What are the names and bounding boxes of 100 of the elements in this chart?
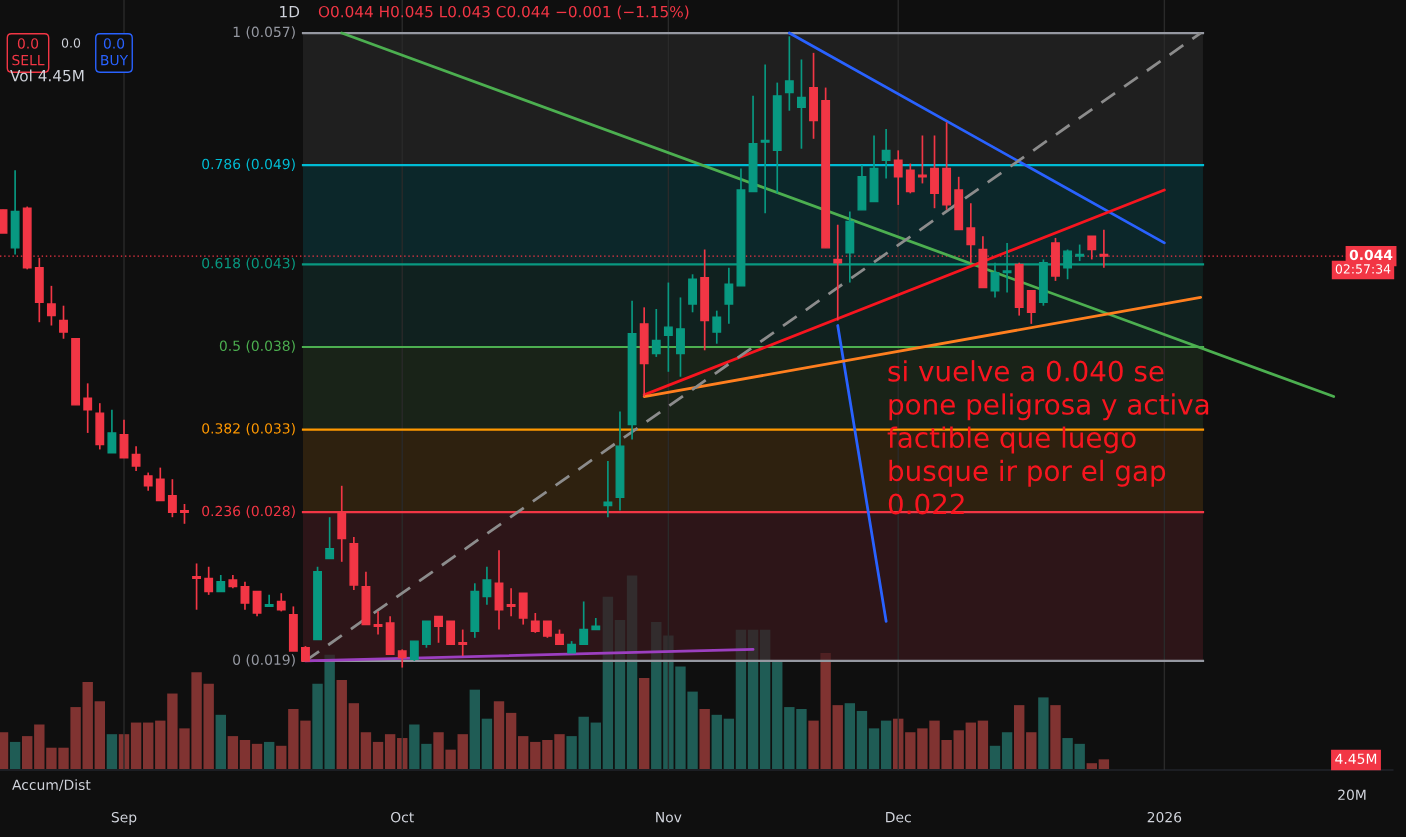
- ref-line-label: 0 (0.019): [233, 654, 295, 667]
- candlestick: [167, 478, 177, 519]
- ref-line-label: 0.236 (0.028): [202, 505, 295, 518]
- bar: [1013, 705, 1025, 769]
- candlestick: [1075, 243, 1085, 262]
- candlestick: [833, 223, 843, 322]
- candlestick: [458, 628, 468, 657]
- chart-title: 1D: [280, 6, 300, 18]
- ref-line-label: 0.5 (0.038): [219, 340, 295, 353]
- bar: [336, 679, 347, 769]
- candlestick: [325, 516, 335, 560]
- bar: [1026, 732, 1037, 769]
- bar: [965, 722, 977, 769]
- bar: [227, 736, 239, 769]
- bar: [1086, 763, 1097, 769]
- text: Accum/Dist: [12, 779, 91, 792]
- bar: [856, 710, 868, 769]
- annotation: si vuelve a 0.040 se pone peligrosa y activa factible que luego busque ir por el gap 0.022: [887, 360, 1209, 515]
- candlestick: [530, 612, 540, 634]
- candlestick: [603, 460, 613, 519]
- bar: [493, 701, 505, 769]
- bar: [505, 712, 517, 769]
- bar: [481, 718, 493, 769]
- bar: [215, 714, 226, 769]
- ref-line-label: 1 (0.057): [233, 26, 295, 39]
- candlestick: [409, 640, 419, 662]
- text: 20M: [1338, 789, 1366, 801]
- bar: [142, 722, 154, 769]
- bar: [953, 730, 964, 769]
- bar: [868, 728, 880, 769]
- bar: [263, 741, 275, 769]
- bar: [1098, 759, 1110, 769]
- bar: [155, 720, 166, 769]
- candlestick: [421, 620, 431, 649]
- candlestick: [917, 134, 927, 185]
- candlestick: [796, 58, 806, 150]
- bar: [22, 736, 33, 769]
- candlestick: [434, 615, 443, 644]
- candlestick: [724, 266, 734, 325]
- bar: [384, 734, 396, 769]
- annotation: 0.0: [61, 38, 81, 48]
- ref-line-label: 0.382 (0.033): [202, 422, 295, 436]
- candlestick: [373, 610, 383, 636]
- candlestick: [966, 202, 976, 264]
- candlestick: [252, 590, 262, 618]
- candlestick: [905, 162, 915, 195]
- bar: [723, 718, 735, 769]
- x-tick-label: Sep: [111, 811, 137, 826]
- candlestick: [107, 408, 117, 454]
- candlestick: [651, 308, 661, 358]
- bar: [699, 709, 710, 769]
- bar: [360, 732, 372, 769]
- candlestick: [712, 309, 722, 345]
- annotation: 02:57:34: [1335, 264, 1391, 274]
- bar: [0, 732, 9, 769]
- bar: [372, 741, 384, 769]
- bar: [251, 743, 263, 769]
- bar: [772, 660, 783, 769]
- bar: [9, 741, 21, 769]
- bar: [239, 739, 251, 769]
- candlestick: [46, 285, 56, 327]
- x-tick-label: Nov: [656, 812, 682, 823]
- bar: [1050, 705, 1061, 769]
- annotation: Vol 4.45M: [10, 69, 84, 82]
- bar: [94, 701, 105, 769]
- annotation: 0.0 BUY: [101, 38, 129, 66]
- bar: [989, 745, 1001, 769]
- candlestick: [240, 580, 250, 611]
- annotation: 0.0 SELL: [12, 38, 45, 66]
- candlestick: [0, 209, 8, 234]
- bar: [832, 705, 843, 769]
- bar: [82, 681, 93, 769]
- candlestick: [1026, 289, 1036, 325]
- candlestick: [204, 565, 214, 596]
- candlestick: [482, 565, 492, 606]
- x-tick-label: Dec: [886, 812, 911, 823]
- bar: [844, 703, 856, 769]
- candlestick: [59, 304, 68, 340]
- bar: [469, 689, 481, 769]
- candlestick: [506, 587, 516, 618]
- bar: [638, 678, 650, 769]
- bar: [106, 734, 118, 769]
- candlestick: [397, 648, 407, 669]
- bar: [130, 722, 142, 769]
- candlestick: [180, 503, 189, 525]
- candlestick: [264, 594, 274, 608]
- chart-subtitle: O0.044 H0.045 L0.043 C0.044 −0.001 (−1.15%): [318, 5, 689, 20]
- bar: [276, 745, 287, 769]
- bar: [711, 714, 722, 769]
- bar: [348, 703, 360, 769]
- ref-line-label: 0.786 (0.049): [202, 158, 295, 171]
- candlestick: [276, 592, 286, 613]
- bar: [518, 736, 529, 769]
- candlestick: [155, 466, 165, 502]
- annotation: 4.45M: [1335, 753, 1377, 765]
- bar: [590, 722, 601, 769]
- candlestick: [893, 149, 903, 206]
- candlestick: [579, 600, 589, 646]
- candlestick: [881, 128, 891, 180]
- candlestick: [760, 63, 770, 214]
